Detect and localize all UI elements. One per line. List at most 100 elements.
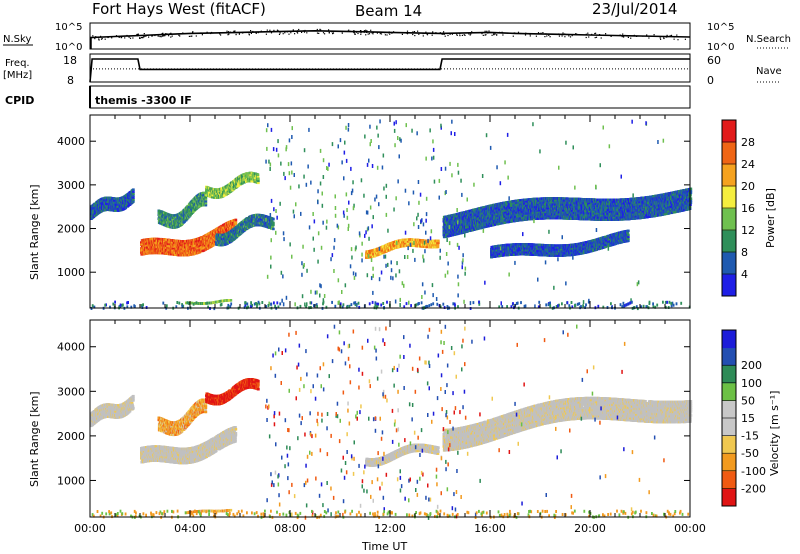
noise-point: [525, 33, 526, 34]
noise-point: [542, 32, 543, 33]
noise-point: [611, 36, 612, 37]
power-scatter-cell: [132, 188, 135, 191]
noise-point: [130, 38, 131, 39]
noise-point: [432, 35, 433, 36]
noise-point: [162, 33, 163, 34]
noise-point: [100, 36, 101, 37]
noise-point: [564, 33, 565, 34]
power-scatter-cell: [235, 219, 238, 222]
noise-point: [200, 32, 201, 33]
noise-point: [164, 35, 165, 36]
noise-point: [132, 37, 133, 38]
noise-point: [348, 30, 349, 31]
noise-point: [166, 33, 167, 34]
noise-point: [138, 34, 139, 35]
noise-point: [432, 31, 433, 32]
noise-point: [562, 32, 563, 33]
noise-point: [136, 34, 137, 35]
noise-point: [111, 37, 112, 38]
noise-point: [146, 35, 147, 36]
noise-right-tick-bottom: 10^0: [707, 42, 734, 53]
noise-point: [126, 35, 127, 36]
noise-point: [360, 32, 361, 33]
noise-point: [471, 31, 472, 32]
noise-point: [452, 34, 453, 35]
noise-point: [488, 30, 489, 31]
cpid-label: CPID: [5, 94, 34, 107]
noise-point: [366, 30, 367, 31]
noise-point: [412, 31, 413, 32]
noise-point: [540, 33, 541, 34]
noise-point: [595, 37, 596, 38]
noise-point: [365, 30, 366, 31]
noise-point: [559, 36, 560, 37]
noise-point: [239, 33, 240, 34]
noise-point: [456, 34, 457, 35]
noise-point: [622, 34, 623, 35]
noise-point: [485, 34, 486, 35]
noise-point: [406, 33, 407, 34]
noise-left-label: N.Sky: [3, 34, 31, 45]
noise-point: [370, 30, 371, 31]
noise-point: [293, 29, 294, 30]
noise-point: [365, 34, 366, 35]
noise-point: [266, 34, 267, 35]
noise-point: [579, 34, 580, 35]
power-scatter-cell: [257, 174, 260, 177]
noise-point: [417, 31, 418, 32]
noise-point: [447, 35, 448, 36]
noise-point: [360, 34, 361, 35]
noise-point: [236, 34, 237, 35]
noise-point: [502, 34, 503, 35]
noise-point: [101, 39, 102, 40]
noise-point: [536, 36, 537, 37]
noise-point: [306, 32, 307, 33]
noise-point: [360, 30, 361, 31]
noise-point: [320, 30, 321, 31]
noise-point: [148, 35, 149, 36]
noise-point: [674, 36, 675, 37]
noise-point: [424, 33, 425, 34]
noise-point: [386, 34, 387, 35]
noise-point: [414, 35, 415, 36]
noise-point: [372, 32, 373, 33]
noise-right-tick-top: 10^5: [707, 22, 734, 33]
noise-point: [116, 35, 117, 36]
noise-point: [287, 31, 288, 32]
noise-point: [388, 32, 389, 33]
noise-point: [148, 37, 149, 38]
noise-point: [407, 31, 408, 32]
beam-label: Beam 14: [355, 2, 422, 20]
station-title: Fort Hays West (fitACF): [92, 0, 266, 18]
noise-left-tick-bottom: 10^0: [55, 42, 82, 53]
noise-point: [486, 31, 487, 32]
noise-point: [290, 32, 291, 33]
noise-point: [493, 34, 494, 35]
noise-point: [599, 34, 600, 35]
noise-point: [333, 33, 334, 34]
noise-point: [562, 35, 563, 36]
noise-point: [520, 33, 521, 34]
power-scatter-layer: [90, 119, 692, 310]
noise-point: [575, 33, 576, 34]
noise-point: [170, 37, 171, 38]
noise-point: [660, 39, 661, 40]
noise-point: [457, 35, 458, 36]
nave-tick-bottom: 0: [707, 74, 714, 87]
noise-point: [144, 36, 145, 37]
noise-point: [660, 37, 661, 38]
noise-point: [95, 36, 96, 37]
noise-point: [435, 32, 436, 33]
noise-point: [161, 36, 162, 37]
noise-point: [364, 30, 365, 31]
power-scatter-cell: [272, 222, 275, 225]
noise-point: [324, 33, 325, 34]
noise-point: [587, 33, 588, 34]
noise-point: [179, 35, 180, 36]
noise-point: [283, 33, 284, 34]
noise-point: [572, 35, 573, 36]
nave-label: Nave: [756, 66, 782, 77]
frequency-series-layer: [90, 59, 690, 82]
noise-point: [642, 36, 643, 37]
